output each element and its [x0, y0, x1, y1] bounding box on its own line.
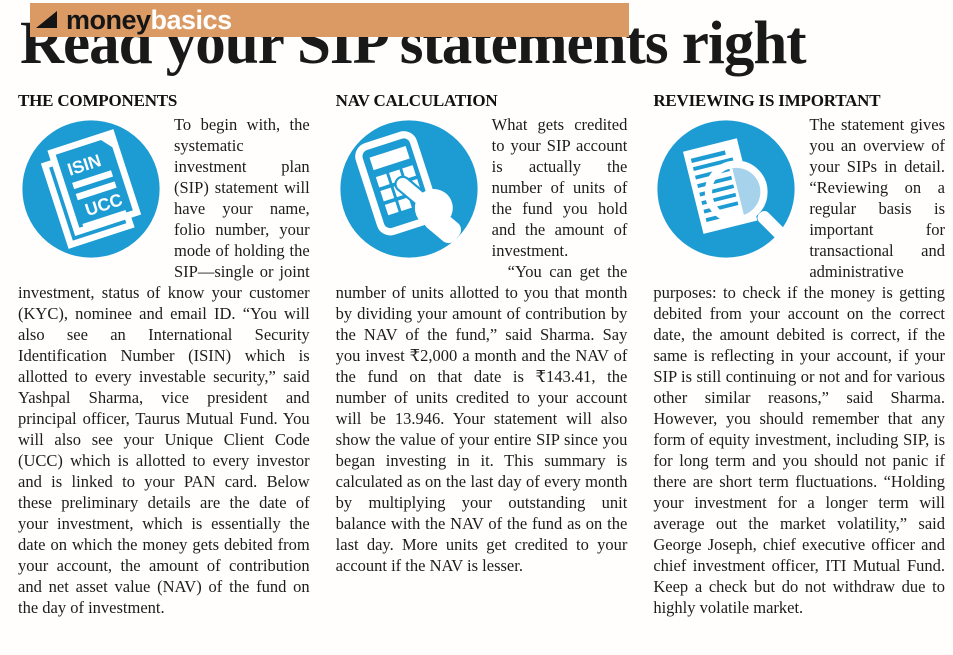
- nav-text-2: “You can get the number of units allotte…: [335, 262, 628, 576]
- column-heading-reviewing: REVIEWING IS IMPORTANT: [653, 91, 881, 111]
- documents-isin-ucc-icon: ISIN UCC: [18, 116, 164, 262]
- article-columns: THE COMPONENTS ISIN UCC To: [0, 91, 953, 618]
- column-heading-nav: NAV CALCULATION: [335, 91, 498, 111]
- components-text: To begin with, the systematic investment…: [18, 115, 310, 618]
- column-heading-components: THE COMPONENTS: [18, 91, 178, 111]
- reviewing-text: The statement gives you an overview of y…: [653, 115, 946, 618]
- magnifier-document-icon: [653, 116, 799, 262]
- column-nav-calculation: NAV CALCULATION: [336, 91, 628, 618]
- column-the-components: THE COMPONENTS ISIN UCC To: [18, 91, 310, 618]
- section-banner: moneybasics: [30, 3, 629, 37]
- calculator-hand-icon: [336, 116, 482, 262]
- triangle-mark-icon: [36, 10, 57, 28]
- column-reviewing: REVIEWING IS IMPORTANT: [653, 91, 945, 618]
- section-banner-title: moneybasics: [66, 4, 233, 35]
- banner-word-basics: basics: [150, 4, 233, 35]
- nav-text-1: What gets credited to your SIP account i…: [491, 115, 628, 261]
- banner-word-money: money: [66, 4, 151, 35]
